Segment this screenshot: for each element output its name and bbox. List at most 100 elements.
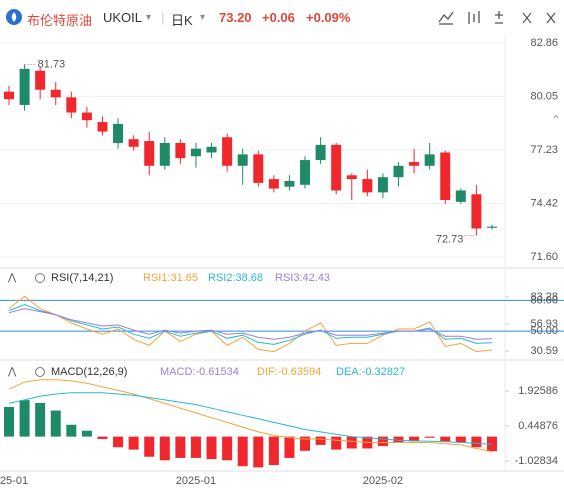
macd-bar <box>97 436 108 439</box>
candle-body <box>393 165 404 178</box>
legend-entry: DEA:-0.32827 <box>336 366 405 378</box>
macd-bar <box>128 436 139 450</box>
indicator-title: RSI(7,14,21) <box>51 272 113 284</box>
macd-bar <box>471 436 482 448</box>
dropdown[interactable]: ▾ <box>200 12 206 23</box>
rsi-line <box>8 295 493 353</box>
reference-label: 80.00 <box>530 294 558 306</box>
symbol-icon <box>6 9 22 25</box>
legend-entry: DIF:-0.63594 <box>257 366 321 378</box>
candle-body <box>113 123 124 143</box>
y-tick-label: -1.02834 <box>515 455 558 467</box>
macd-bar <box>206 436 217 460</box>
dropdown[interactable]: ▾ <box>146 12 152 23</box>
x-tick-label: 2025-01 <box>176 475 216 487</box>
candle-body <box>206 146 217 153</box>
macd-bar <box>300 436 311 451</box>
macd-bar <box>222 436 233 461</box>
macd-line <box>8 379 493 453</box>
settings-icon <box>35 367 45 377</box>
change: +0.06 <box>262 10 295 25</box>
x-tick-label: 2025-02 <box>363 475 403 487</box>
legend-entry: RSI2:38.68 <box>208 272 263 284</box>
macd-bar <box>315 436 326 445</box>
low-label: 72.73 <box>436 233 464 245</box>
candle-body <box>175 142 186 159</box>
period[interactable]: 日K <box>171 13 193 28</box>
macd-bar <box>81 430 92 437</box>
candle-body <box>190 148 201 157</box>
x-tick-label: 25-01 <box>0 475 28 487</box>
candle-body <box>315 144 326 161</box>
y-tick-label: 1.92586 <box>518 385 558 397</box>
legend-entry: MACD:-0.61534 <box>160 366 239 378</box>
y-tick-label: 82.86 <box>530 37 558 49</box>
candle-body <box>50 89 61 98</box>
collapse-icon: ⋀ <box>7 367 17 378</box>
reference-label: 50.00 <box>530 325 558 337</box>
y-tick-label: 56.93 <box>530 318 558 330</box>
candle-body <box>455 190 466 202</box>
high-label: 81.73 <box>38 58 66 70</box>
candle-body <box>331 144 342 191</box>
candle-body <box>268 179 279 189</box>
macd-bar <box>237 436 248 467</box>
macd-bar <box>35 402 46 437</box>
macd-bar <box>268 436 279 466</box>
macd-bar <box>159 436 170 461</box>
macd-bar <box>393 436 404 443</box>
divider: | <box>161 10 165 25</box>
macd-bar <box>486 436 497 452</box>
candle-body <box>284 180 295 187</box>
candle-body <box>424 154 435 166</box>
macd-bar <box>190 436 201 458</box>
candle-body <box>300 160 311 185</box>
candle-body <box>409 161 420 166</box>
collapse-icon: ⋀ <box>7 273 17 284</box>
symbol-name: 布伦特原油 <box>27 13 93 28</box>
candle-body <box>253 154 264 183</box>
candle-body <box>486 226 497 228</box>
macd-bar <box>175 436 186 458</box>
candle-body <box>19 68 30 105</box>
candle-body <box>440 152 451 200</box>
header: 布伦特原油 UKOIL ▾ | 日K ▾ 73.20 +0.06 +0.09% <box>0 0 564 34</box>
macd-bar <box>4 407 14 437</box>
side-toggle[interactable]: ⌃ <box>551 113 561 127</box>
macd-bar <box>284 436 295 458</box>
toolbar[interactable] <box>436 8 556 28</box>
macd-bar <box>253 436 264 468</box>
candle-body <box>66 97 77 113</box>
rsi-line <box>8 303 493 345</box>
rsi-line <box>8 308 493 340</box>
y-tick-label: 74.42 <box>530 197 558 209</box>
candle-body <box>4 91 14 100</box>
macd-bar <box>424 436 435 438</box>
candle-body <box>144 141 155 166</box>
macd-bar <box>331 436 342 450</box>
macd-bar <box>50 410 61 437</box>
macd-line <box>8 392 493 445</box>
macd-bar <box>346 436 357 449</box>
legend-entry: RSI3:42.43 <box>275 272 330 284</box>
candle-body <box>81 112 92 121</box>
candle-body <box>222 137 233 166</box>
indicator-title: MACD(12,26,9) <box>51 366 127 378</box>
y-tick-label: 77.23 <box>530 144 558 156</box>
candle-body <box>128 139 139 147</box>
macd-bar <box>377 436 388 447</box>
macd-bar <box>409 436 420 442</box>
y-tick-label: 0.44876 <box>518 420 558 432</box>
price: 73.20 <box>219 10 252 25</box>
macd-bar <box>113 436 124 448</box>
macd-bar <box>144 436 155 457</box>
y-tick-label: 71.60 <box>530 251 558 263</box>
settings-icon <box>35 273 45 283</box>
macd-bar <box>455 436 466 443</box>
macd-bar <box>19 400 30 437</box>
y-tick-label: 30.59 <box>530 345 558 357</box>
symbol-code[interactable]: UKOIL <box>103 10 143 25</box>
macd-bar <box>440 436 451 442</box>
